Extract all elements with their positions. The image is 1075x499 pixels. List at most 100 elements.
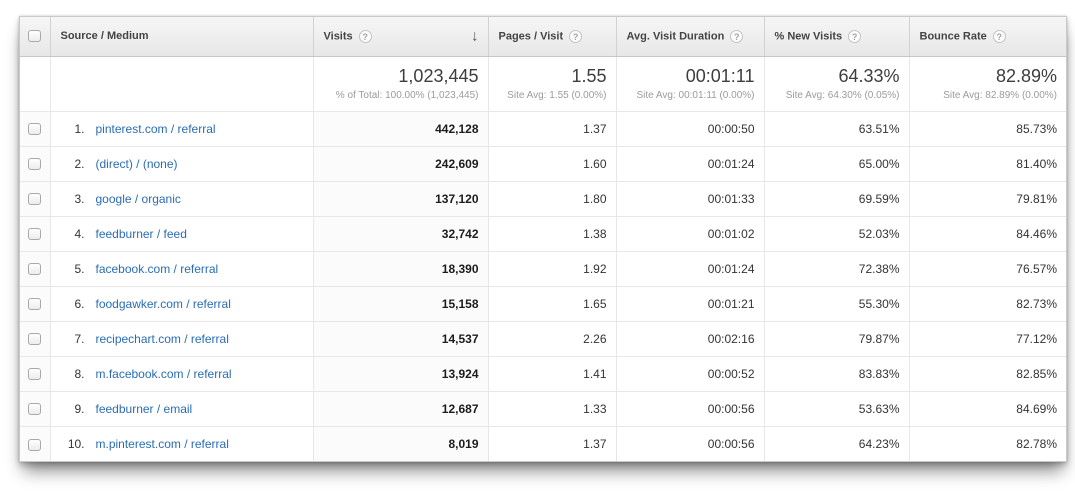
avg-visit-duration-value: 00:01:02 — [615, 215, 764, 251]
table-body: 1. pinterest.com / referral 442,128 1.37 … — [20, 110, 1066, 461]
visits-value: 442,128 — [312, 110, 488, 146]
row-checkbox[interactable] — [28, 123, 42, 136]
help-icon[interactable]: ? — [358, 29, 372, 43]
summary-visits-value: 1,023,445 — [398, 66, 479, 86]
pages-per-visit-value: 1.33 — [487, 390, 616, 426]
bounce-rate-value: 76.57% — [908, 250, 1066, 286]
pct-new-visits-value: 72.38% — [763, 250, 909, 286]
column-header-source-medium[interactable]: Source / Medium — [49, 17, 313, 57]
column-header-label: Bounce Rate — [919, 30, 987, 43]
source-medium-link[interactable]: (direct) / (none) — [95, 156, 178, 171]
avg-visit-duration-value: 00:01:24 — [615, 250, 764, 286]
avg-visit-duration-value: 00:02:16 — [615, 320, 764, 356]
source-medium-cell: 4. feedburner / feed — [49, 215, 313, 251]
visits-value: 242,609 — [312, 145, 488, 181]
source-medium-link[interactable]: facebook.com / referral — [95, 261, 219, 276]
pct-new-visits-value: 65.00% — [763, 145, 909, 181]
select-all-checkbox[interactable] — [28, 30, 42, 43]
row-checkbox[interactable] — [28, 158, 42, 171]
pages-per-visit-value: 1.80 — [487, 180, 616, 216]
row-checkbox[interactable] — [28, 298, 42, 311]
source-medium-link[interactable]: feedburner / email — [95, 401, 193, 416]
row-checkbox[interactable] — [28, 368, 42, 381]
help-icon[interactable]: ? — [848, 29, 862, 43]
source-medium-link[interactable]: foodgawker.com / referral — [95, 296, 231, 311]
sort-descending-icon[interactable]: ↓ — [471, 27, 479, 45]
bounce-rate-value: 85.73% — [908, 110, 1066, 146]
summary-avg-visit-duration: 00:01:11 Site Avg: 00:01:11 (0.00%) — [615, 56, 764, 111]
row-rank: 4. — [74, 226, 85, 241]
source-medium-link[interactable]: m.facebook.com / referral — [95, 366, 232, 381]
source-medium-cell: 1. pinterest.com / referral — [49, 110, 313, 146]
source-medium-cell: 6. foodgawker.com / referral — [49, 285, 313, 321]
row-checkbox[interactable] — [28, 403, 42, 416]
summary-pct-new-visits-value: 64.33% — [838, 66, 900, 86]
row-rank: 5. — [74, 261, 85, 276]
column-header-label: Avg. Visit Duration — [626, 30, 725, 43]
summary-row: 1,023,445 % of Total: 100.00% (1,023,445… — [20, 56, 1066, 111]
column-header-pct-new-visits[interactable]: % New Visits? — [763, 17, 909, 57]
avg-visit-duration-value: 00:01:33 — [615, 180, 764, 216]
column-header-avg-visit-duration[interactable]: Avg. Visit Duration? — [615, 17, 764, 57]
avg-visit-duration-value: 00:00:56 — [615, 390, 764, 426]
row-checkbox-cell — [20, 215, 50, 251]
table-row: 8. m.facebook.com / referral 13,924 1.41 … — [20, 355, 1066, 391]
column-header-label: Pages / Visit — [498, 30, 564, 43]
table-row: 4. feedburner / feed 32,742 1.38 00:01:02… — [20, 215, 1066, 251]
source-medium-link[interactable]: recipechart.com / referral — [95, 331, 229, 346]
pages-per-visit-value: 1.92 — [487, 250, 616, 286]
pct-new-visits-value: 53.63% — [763, 390, 909, 426]
avg-visit-duration-value: 00:00:50 — [615, 110, 764, 146]
row-checkbox[interactable] — [28, 438, 42, 451]
row-checkbox[interactable] — [28, 263, 42, 276]
source-medium-cell: 3. google / organic — [49, 180, 313, 216]
column-header-pages-per-visit[interactable]: Pages / Visit? — [487, 17, 616, 57]
source-medium-cell: 7. recipechart.com / referral — [49, 320, 313, 356]
summary-bounce-rate-subtext: Site Avg: 82.89% (0.00%) — [943, 90, 1057, 101]
row-checkbox-cell — [20, 285, 50, 321]
bounce-rate-value: 82.73% — [908, 285, 1066, 321]
summary-pages-per-visit: 1.55 Site Avg: 1.55 (0.00%) — [487, 56, 616, 111]
source-medium-link[interactable]: google / organic — [95, 191, 181, 206]
help-icon[interactable]: ? — [992, 29, 1006, 43]
summary-dimension-spacer — [49, 56, 313, 111]
row-rank: 3. — [74, 191, 85, 206]
table-row: 1. pinterest.com / referral 442,128 1.37 … — [20, 110, 1066, 146]
bounce-rate-value: 84.69% — [908, 390, 1066, 426]
pages-per-visit-value: 1.60 — [487, 145, 616, 181]
source-medium-cell: 8. m.facebook.com / referral — [49, 355, 313, 391]
table-row: 9. feedburner / email 12,687 1.33 00:00:5… — [20, 390, 1066, 426]
help-icon[interactable]: ? — [730, 29, 744, 43]
pages-per-visit-value: 2.26 — [487, 320, 616, 356]
column-header-visits[interactable]: Visits? ↓ — [312, 17, 488, 57]
source-medium-link[interactable]: pinterest.com / referral — [95, 121, 216, 136]
bounce-rate-value: 81.40% — [908, 145, 1066, 181]
bounce-rate-value: 79.81% — [908, 180, 1066, 216]
source-medium-link[interactable]: m.pinterest.com / referral — [95, 436, 229, 451]
summary-pct-new-visits: 64.33% Site Avg: 64.30% (0.05%) — [763, 56, 909, 111]
visits-value: 13,924 — [312, 355, 488, 391]
row-checkbox-cell — [20, 145, 50, 181]
pct-new-visits-value: 83.83% — [763, 355, 909, 391]
source-medium-cell: 10. m.pinterest.com / referral — [49, 425, 313, 461]
source-medium-link[interactable]: feedburner / feed — [95, 226, 187, 241]
pct-new-visits-value: 69.59% — [763, 180, 909, 216]
row-rank: 1. — [74, 121, 85, 136]
table-row: 5. facebook.com / referral 18,390 1.92 00… — [20, 250, 1066, 286]
row-rank: 2. — [74, 156, 85, 171]
column-header-label: Source / Medium — [60, 30, 149, 43]
visits-value: 32,742 — [312, 215, 488, 251]
column-header-bounce-rate[interactable]: Bounce Rate? — [908, 17, 1066, 57]
table-row: 6. foodgawker.com / referral 15,158 1.65 … — [20, 285, 1066, 321]
avg-visit-duration-value: 00:00:52 — [615, 355, 764, 391]
row-checkbox[interactable] — [28, 333, 42, 346]
help-icon[interactable]: ? — [569, 29, 583, 43]
row-rank: 6. — [74, 296, 85, 311]
source-medium-cell: 2. (direct) / (none) — [49, 145, 313, 181]
row-checkbox[interactable] — [28, 228, 42, 241]
source-medium-table: Source / Medium Visits? ↓ Pages / Visit?… — [20, 17, 1066, 461]
row-checkbox-cell — [20, 180, 50, 216]
avg-visit-duration-value: 00:01:24 — [615, 145, 764, 181]
summary-avg-visit-duration-value: 00:01:11 — [685, 66, 755, 86]
row-checkbox[interactable] — [28, 193, 42, 206]
